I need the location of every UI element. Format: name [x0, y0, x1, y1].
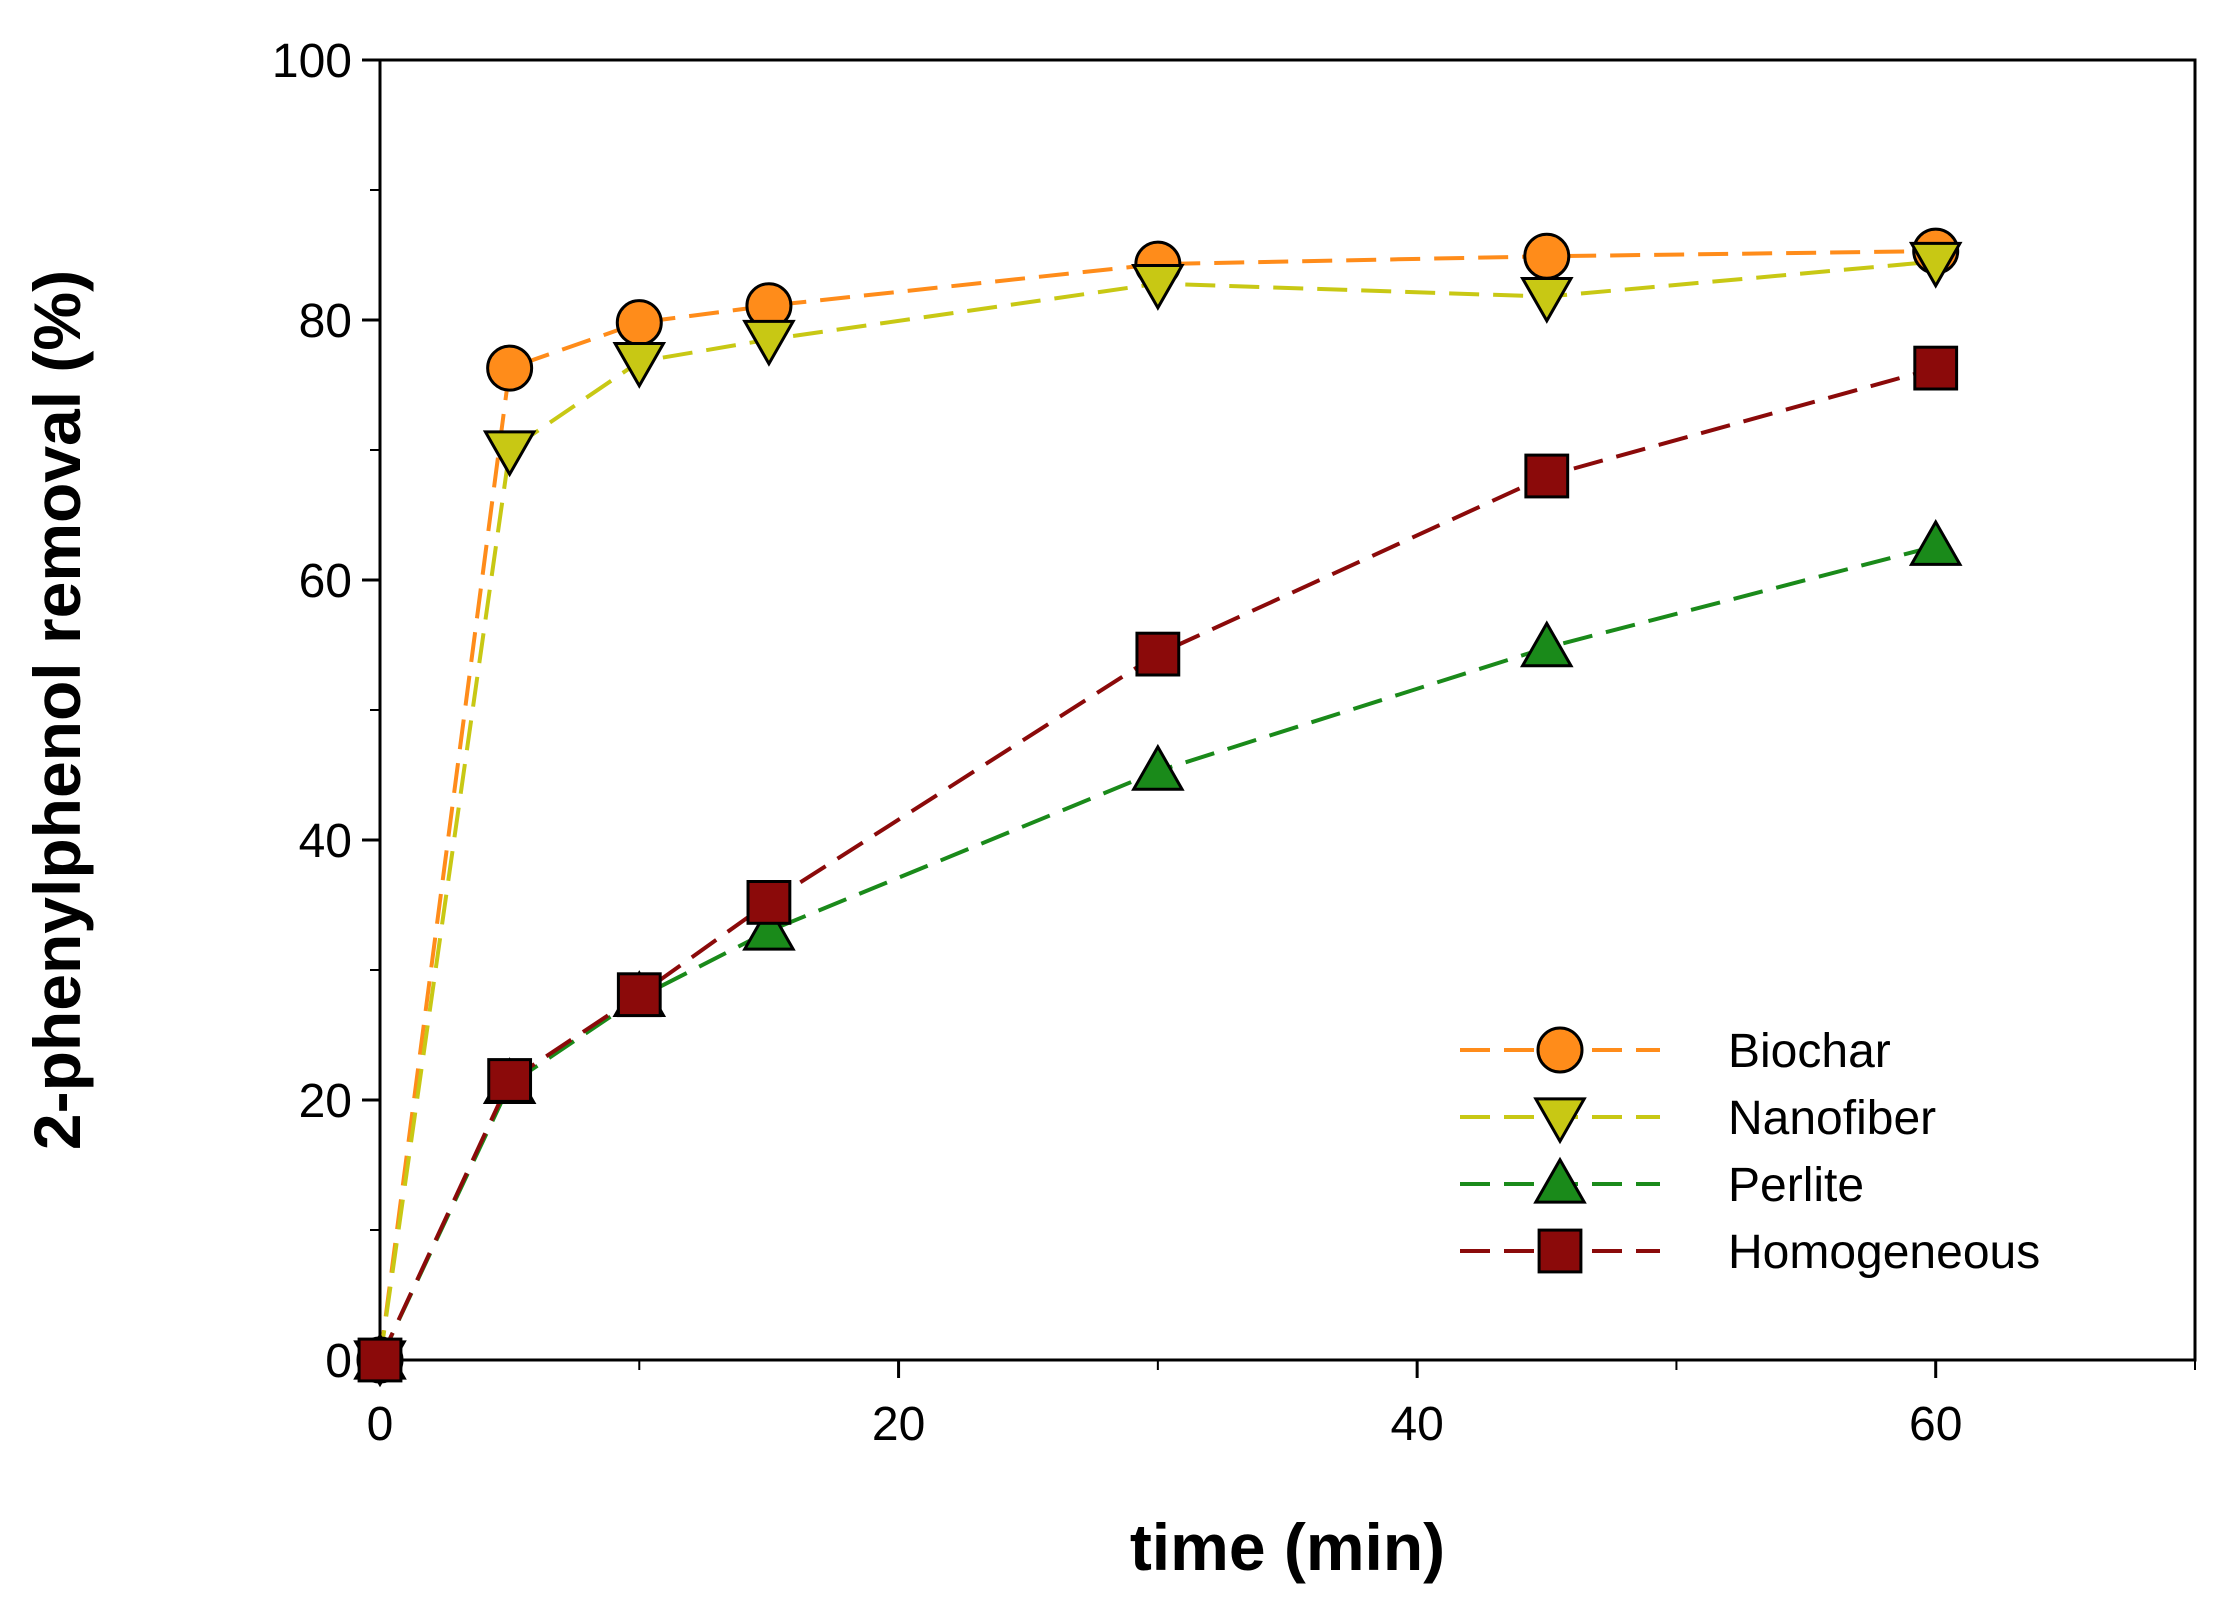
legend-label-biochar: Biochar	[1728, 1025, 1891, 1078]
x-axis-title: time (min)	[1130, 1510, 1445, 1584]
data-point-biochar	[486, 344, 534, 392]
legend-label-homogeneous: Homogeneous	[1728, 1226, 2040, 1279]
x-tick-label: 60	[1909, 1398, 1962, 1451]
data-point-homogeneous	[616, 972, 662, 1018]
data-point-nanofiber	[1908, 241, 1963, 289]
series-line-biochar	[378, 249, 1936, 1361]
x-tick-label: 0	[367, 1398, 394, 1451]
legend-label-perlite: Perlite	[1728, 1159, 1864, 1212]
series-line-homogeneous	[378, 366, 1937, 1361]
data-point-perlite	[742, 903, 796, 951]
legend-marker-perlite	[1533, 1156, 1587, 1204]
x-tick-label: 20	[872, 1398, 925, 1451]
y-tick-label: 20	[299, 1075, 352, 1128]
y-tick-label: 80	[299, 295, 352, 348]
series-group	[353, 227, 1963, 1388]
legend-label-nanofiber: Nanofiber	[1728, 1092, 1936, 1145]
legend-marker-nanofiber	[1533, 1097, 1587, 1145]
data-point-nanofiber	[1131, 263, 1185, 311]
data-point-homogeneous	[357, 1337, 403, 1383]
legend-marker-biochar	[1536, 1026, 1584, 1074]
data-point-homogeneous	[1135, 631, 1181, 677]
data-point-nanofiber	[742, 319, 796, 367]
data-point-nanofiber	[1520, 276, 1574, 324]
y-tick-label: 0	[325, 1335, 352, 1388]
data-point-homogeneous	[746, 880, 792, 925]
data-point-perlite	[1131, 743, 1185, 791]
y-tick-label: 60	[299, 555, 352, 608]
data-point-homogeneous	[1913, 345, 1959, 391]
legend: Biochar Nanofiber Perlite Homogeneous	[1460, 1025, 2040, 1279]
x-tick-label: 40	[1390, 1398, 1443, 1451]
data-point-perlite	[1520, 620, 1574, 668]
legend-marker-homogeneous	[1537, 1228, 1583, 1274]
axes: 0 20 40 60 80 100 0 20 40 60	[272, 35, 2196, 1451]
data-point-homogeneous	[487, 1058, 533, 1103]
y-axis-title: 2-phenylphenol removal (%)	[20, 270, 94, 1150]
series-line-nanofiber	[378, 259, 1936, 1361]
y-tick-label: 40	[299, 815, 352, 868]
data-point-nanofiber	[612, 341, 667, 389]
y-tick-label: 100	[272, 35, 352, 88]
data-point-nanofiber	[482, 430, 537, 478]
data-point-biochar	[1523, 232, 1571, 280]
data-point-biochar	[615, 299, 663, 347]
data-point-homogeneous	[1524, 453, 1570, 499]
data-point-perlite	[1908, 518, 1963, 566]
